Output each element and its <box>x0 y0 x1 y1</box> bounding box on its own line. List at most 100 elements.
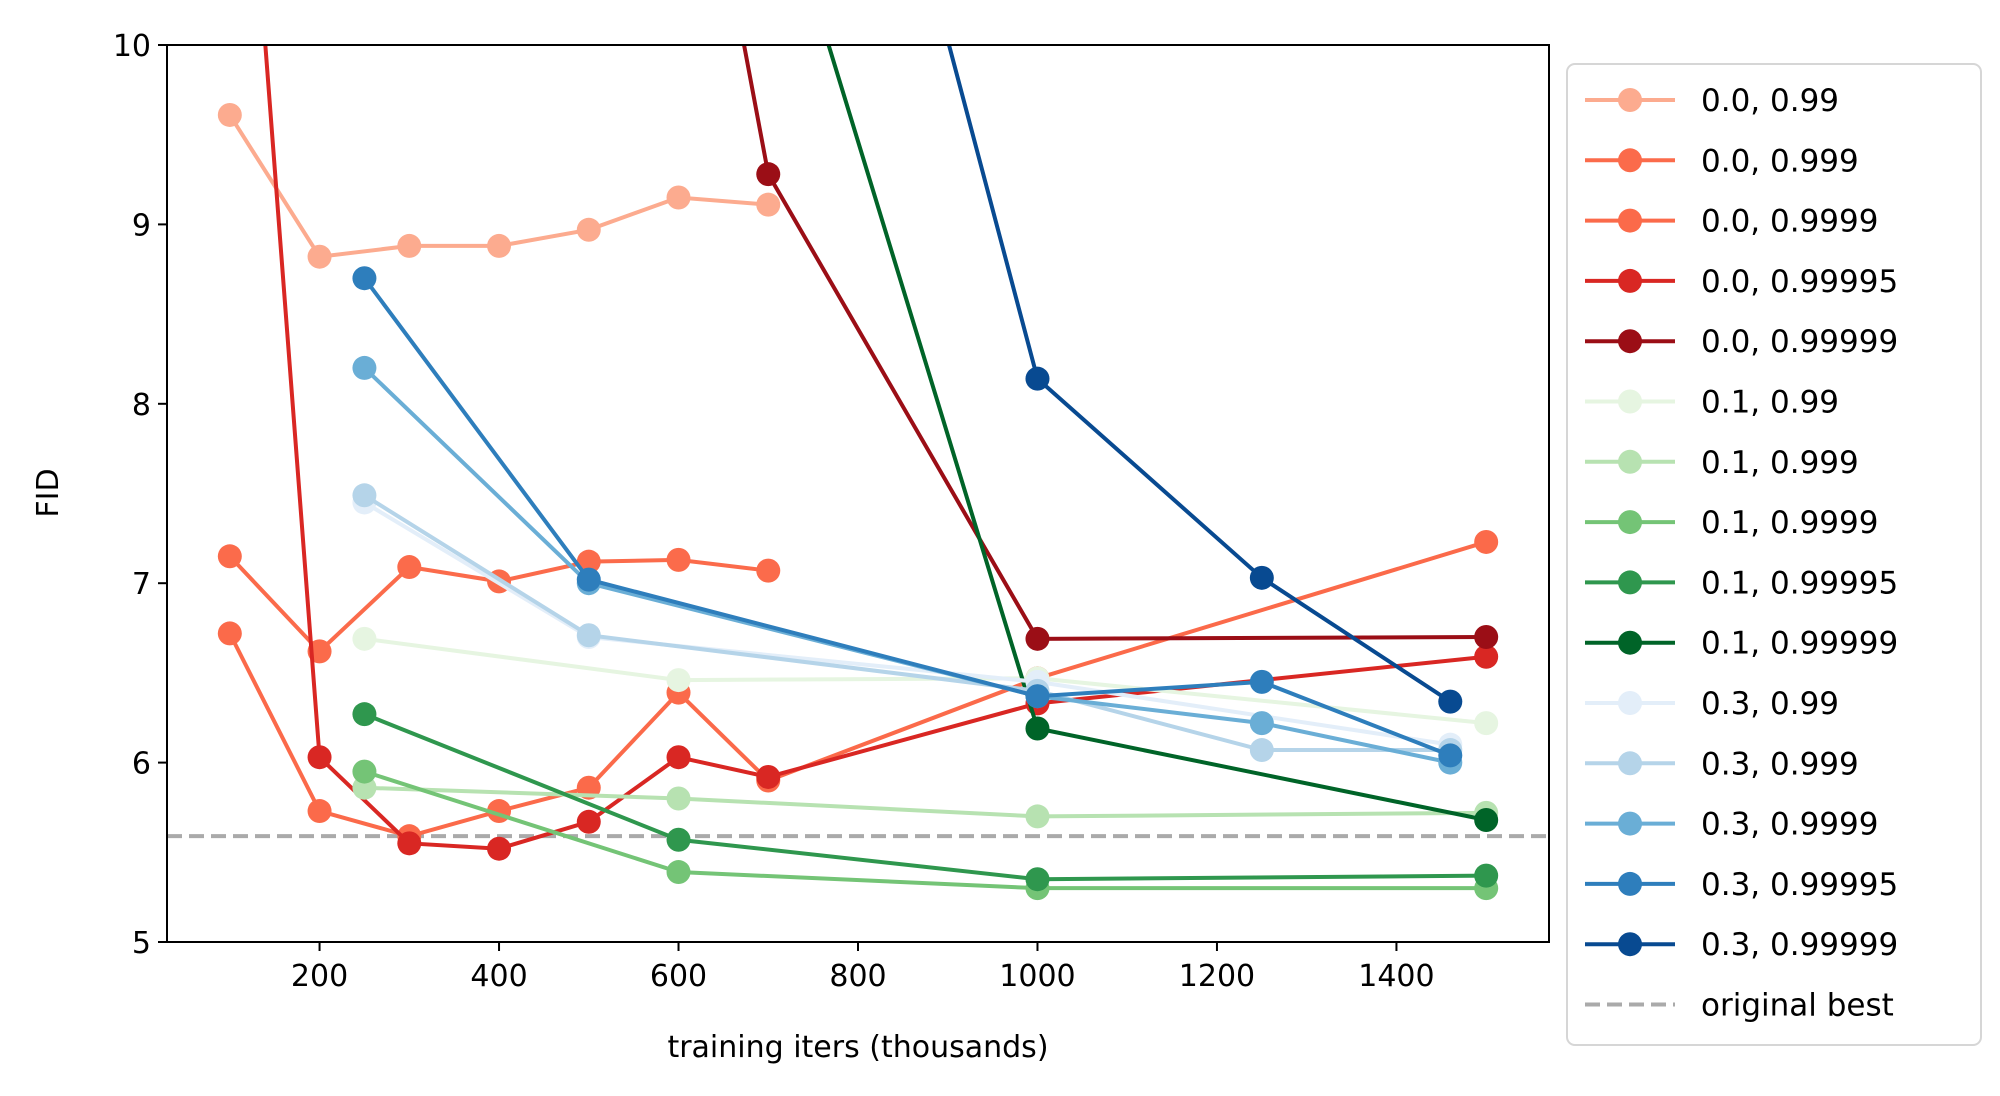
data-point <box>1249 669 1274 694</box>
data-point <box>1474 863 1499 888</box>
data-point <box>352 702 377 727</box>
data-point <box>217 102 242 127</box>
series-line <box>362 277 1452 758</box>
series-0-0-0-99995 <box>263 45 1499 861</box>
legend-label: 0.3, 0.99995 <box>1701 867 1898 903</box>
legend-marker <box>1618 570 1642 595</box>
series-line <box>742 45 1487 641</box>
series-line <box>363 500 1451 747</box>
legend-frame <box>1566 63 1982 1046</box>
legend-entry: 0.0, 0.99 <box>1585 83 1839 119</box>
legend-label: 0.0, 0.99995 <box>1701 264 1898 300</box>
legend-entry: 0.0, 0.99999 <box>1585 324 1898 360</box>
data-point <box>352 355 377 380</box>
data-point <box>756 162 781 187</box>
data-point <box>1025 804 1050 829</box>
legend-entry: 0.3, 0.9999 <box>1585 807 1878 843</box>
data-point <box>397 555 422 580</box>
series-0-0-0-999 <box>217 544 781 664</box>
series-0-3-0-99 <box>352 490 1463 757</box>
legend-marker <box>1618 389 1642 414</box>
legend-marker <box>1618 208 1642 233</box>
x-tick-label: 600 <box>650 959 707 994</box>
series-0-0-0-99999 <box>742 45 1499 651</box>
legend-label: 0.1, 0.99 <box>1701 385 1839 421</box>
data-point <box>576 567 601 592</box>
y-tick-label: 5 <box>132 926 151 961</box>
data-point <box>666 745 691 770</box>
series-0-1-0-999 <box>352 775 1499 829</box>
data-point <box>1474 644 1499 669</box>
x-tick-label: 1200 <box>1179 959 1255 994</box>
data-point <box>1474 625 1499 650</box>
series-line <box>363 712 1487 882</box>
legend-label: original best <box>1701 988 1894 1024</box>
y-tick-label: 7 <box>132 567 151 602</box>
data-point <box>1025 366 1050 391</box>
legend-marker <box>1618 630 1642 655</box>
data-point <box>352 626 377 651</box>
legend-entry: 0.0, 0.99995 <box>1585 264 1898 300</box>
data-point <box>1474 808 1499 833</box>
series-0-1-0-99995 <box>352 702 1499 892</box>
y-axis-label: FID <box>31 468 66 517</box>
data-point <box>666 786 691 811</box>
data-point <box>666 827 691 852</box>
legend-marker <box>1618 691 1642 715</box>
series-0-0-0-99 <box>217 102 781 269</box>
x-axis-label: training iters (thousands) <box>667 1030 1048 1065</box>
y-tick-label: 6 <box>132 747 151 782</box>
legend-marker <box>1618 751 1642 776</box>
series-0-3-0-99995 <box>352 266 1463 768</box>
legend-entry: 0.3, 0.99995 <box>1585 867 1898 903</box>
data-point <box>1474 529 1499 554</box>
legend-label: 0.3, 0.99 <box>1701 686 1839 722</box>
data-point <box>487 233 512 258</box>
legend-label: 0.3, 0.99999 <box>1701 927 1898 963</box>
legend-label: 0.0, 0.99 <box>1701 83 1839 119</box>
legend-entry: 0.3, 0.999 <box>1585 746 1859 782</box>
legend-marker <box>1618 811 1642 836</box>
series-line <box>228 540 1487 839</box>
legend-entry: 0.0, 0.999 <box>1585 143 1859 179</box>
data-point <box>217 544 242 569</box>
x-tick-label: 1400 <box>1358 959 1434 994</box>
data-point <box>576 217 601 242</box>
legend-label: 0.1, 0.99995 <box>1701 565 1898 601</box>
data-point <box>397 831 422 856</box>
legend-entry: 0.0, 0.9999 <box>1585 204 1878 240</box>
series-0-1-0-9999 <box>352 759 1499 901</box>
data-point <box>756 764 781 789</box>
series-0-3-0-9999 <box>352 355 1463 775</box>
data-point <box>666 860 691 885</box>
data-point <box>352 483 377 508</box>
legend-entry: 0.1, 0.99 <box>1585 385 1839 421</box>
series-line <box>946 45 1452 704</box>
legend-label: 0.1, 0.999 <box>1701 445 1859 481</box>
data-point <box>352 266 377 291</box>
legend-entry: 0.3, 0.99 <box>1585 686 1839 722</box>
data-point <box>666 547 691 572</box>
legend-entry: 0.1, 0.999 <box>1585 445 1859 481</box>
data-point <box>576 809 601 834</box>
legend-marker <box>1618 268 1642 293</box>
data-point <box>487 836 512 861</box>
y-tick-label: 10 <box>113 29 151 64</box>
series-0-1-0-99 <box>352 626 1499 736</box>
series-0-1-0-99999 <box>826 45 1499 833</box>
data-point <box>307 799 332 824</box>
data-point <box>576 623 601 648</box>
legend-entry: 0.1, 0.99995 <box>1585 565 1898 601</box>
legend-marker <box>1618 329 1642 354</box>
series-line <box>363 769 1487 891</box>
data-point <box>1438 689 1463 714</box>
legend-label: 0.1, 0.9999 <box>1701 505 1878 541</box>
series-line <box>364 636 1487 726</box>
x-tick-label: 1000 <box>999 959 1075 994</box>
legend-entry: 0.3, 0.99999 <box>1585 927 1898 963</box>
data-point <box>352 759 377 784</box>
data-point <box>1025 716 1050 741</box>
legend-label: 0.0, 0.999 <box>1701 143 1859 179</box>
data-point <box>1025 867 1050 892</box>
